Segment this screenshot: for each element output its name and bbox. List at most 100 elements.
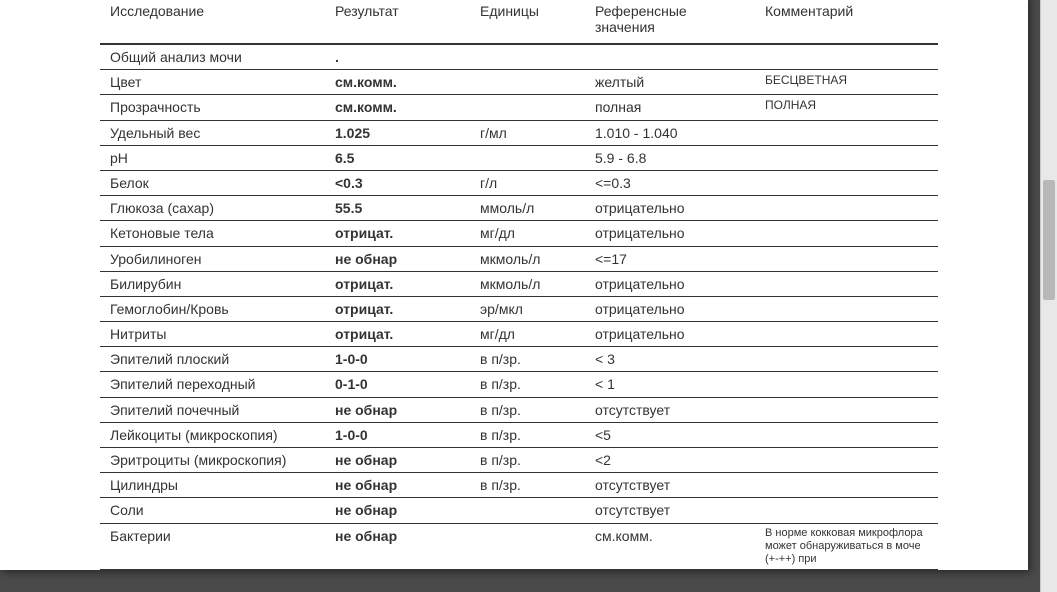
cell-test: Прозрачность (100, 95, 325, 120)
cell-result: не обнар (325, 473, 470, 498)
cell-units: мкмоль/л (470, 246, 585, 271)
cell-test: Белок (100, 170, 325, 195)
table-header-row: Исследование Результат Единицы Референсн… (100, 0, 938, 44)
cell-reference: < 3 (585, 347, 755, 372)
cell-result: 6.5 (325, 145, 470, 170)
cell-test: Нитриты (100, 322, 325, 347)
cell-comment (755, 372, 938, 397)
table-row: Солине обнаротсутствует (100, 498, 938, 523)
cell-units: в п/зр. (470, 422, 585, 447)
table-row: pH6.55.9 - 6.8 (100, 145, 938, 170)
cell-units: эр/мкл (470, 296, 585, 321)
cell-comment (755, 120, 938, 145)
cell-test: Эпителий плоский (100, 347, 325, 372)
table-row: Общий анализ мочи. (100, 44, 938, 70)
cell-reference: отрицательно (585, 221, 755, 246)
document-page: Исследование Результат Единицы Референсн… (0, 0, 1028, 570)
table-row: Лейкоциты (микроскопия)1-0-0в п/зр.<5 (100, 422, 938, 447)
cell-result: см.комм. (325, 95, 470, 120)
cell-test: Глюкоза (сахар) (100, 196, 325, 221)
cell-units: в п/зр. (470, 397, 585, 422)
cell-reference: 1.010 - 1.040 (585, 120, 755, 145)
cell-comment (755, 422, 938, 447)
table-row: Глюкоза (сахар)55.5ммоль/лотрицательно (100, 196, 938, 221)
cell-comment (755, 448, 938, 473)
cell-result: 1-0-0 (325, 347, 470, 372)
cell-reference: см.комм. (585, 523, 755, 570)
col-header-test: Исследование (100, 0, 325, 44)
cell-comment (755, 347, 938, 372)
cell-test: Соли (100, 498, 325, 523)
table-row: Эпителий переходный0-1-0в п/зр.< 1 (100, 372, 938, 397)
cell-result: 1.025 (325, 120, 470, 145)
table-row: Удельный вес1.025г/мл1.010 - 1.040 (100, 120, 938, 145)
table-row: Уробилиногенне обнармкмоль/л<=17 (100, 246, 938, 271)
cell-result: 1-0-0 (325, 422, 470, 447)
cell-comment: ПОЛНАЯ (755, 95, 938, 120)
cell-units (470, 145, 585, 170)
cell-result: <0.3 (325, 170, 470, 195)
cell-reference: отрицательно (585, 196, 755, 221)
cell-comment (755, 221, 938, 246)
cell-units: в п/зр. (470, 347, 585, 372)
cell-units: г/мл (470, 120, 585, 145)
cell-result: не обнар (325, 397, 470, 422)
vertical-scrollbar[interactable] (1040, 0, 1057, 592)
col-header-result: Результат (325, 0, 470, 44)
table-row: Бактериине обнарсм.комм.В норме кокковая… (100, 523, 938, 570)
page-content: Исследование Результат Единицы Референсн… (0, 0, 1028, 570)
cell-comment (755, 44, 938, 70)
cell-result: . (325, 44, 470, 70)
cell-result: 55.5 (325, 196, 470, 221)
cell-test: Бактерии (100, 523, 325, 570)
cell-result: отрицат. (325, 271, 470, 296)
cell-reference: отрицательно (585, 296, 755, 321)
cell-reference: < 1 (585, 372, 755, 397)
cell-comment (755, 271, 938, 296)
cell-comment (755, 145, 938, 170)
table-row: Белок<0.3г/л<=0.3 (100, 170, 938, 195)
cell-reference: <2 (585, 448, 755, 473)
cell-comment (755, 322, 938, 347)
cell-test: Билирубин (100, 271, 325, 296)
cell-comment (755, 397, 938, 422)
cell-reference: желтый (585, 70, 755, 95)
cell-test: Кетоновые тела (100, 221, 325, 246)
cell-test: Уробилиноген (100, 246, 325, 271)
cell-result: не обнар (325, 246, 470, 271)
scrollbar-thumb[interactable] (1043, 180, 1055, 300)
cell-test: Удельный вес (100, 120, 325, 145)
cell-units: в п/зр. (470, 473, 585, 498)
cell-comment (755, 473, 938, 498)
cell-units: г/л (470, 170, 585, 195)
cell-comment: БЕСЦВЕТНАЯ (755, 70, 938, 95)
cell-reference: <=17 (585, 246, 755, 271)
col-header-units: Единицы (470, 0, 585, 44)
cell-reference: 5.9 - 6.8 (585, 145, 755, 170)
table-row: Нитритыотрицат.мг/длотрицательно (100, 322, 938, 347)
cell-units: в п/зр. (470, 372, 585, 397)
table-row: Кетоновые телаотрицат.мг/длотрицательно (100, 221, 938, 246)
cell-reference: отрицательно (585, 271, 755, 296)
cell-test: Цилиндры (100, 473, 325, 498)
col-header-reference: Референсные значения (585, 0, 755, 44)
cell-units: мг/дл (470, 322, 585, 347)
cell-reference: отсутствует (585, 473, 755, 498)
cell-result: см.комм. (325, 70, 470, 95)
cell-reference: отсутствует (585, 397, 755, 422)
lab-results-table: Исследование Результат Единицы Референсн… (100, 0, 938, 570)
cell-comment (755, 170, 938, 195)
viewer-viewport: Исследование Результат Единицы Референсн… (0, 0, 1057, 592)
cell-result: 0-1-0 (325, 372, 470, 397)
cell-test: Лейкоциты (микроскопия) (100, 422, 325, 447)
cell-units (470, 95, 585, 120)
cell-test: Эритроциты (микроскопия) (100, 448, 325, 473)
cell-test: Цвет (100, 70, 325, 95)
cell-result: отрицат. (325, 322, 470, 347)
cell-test: Эпителий переходный (100, 372, 325, 397)
table-row: Прозрачностьсм.комм.полнаяПОЛНАЯ (100, 95, 938, 120)
cell-units: мкмоль/л (470, 271, 585, 296)
cell-comment (755, 498, 938, 523)
cell-result: отрицат. (325, 296, 470, 321)
table-row: Цилиндрыне обнарв п/зр.отсутствует (100, 473, 938, 498)
